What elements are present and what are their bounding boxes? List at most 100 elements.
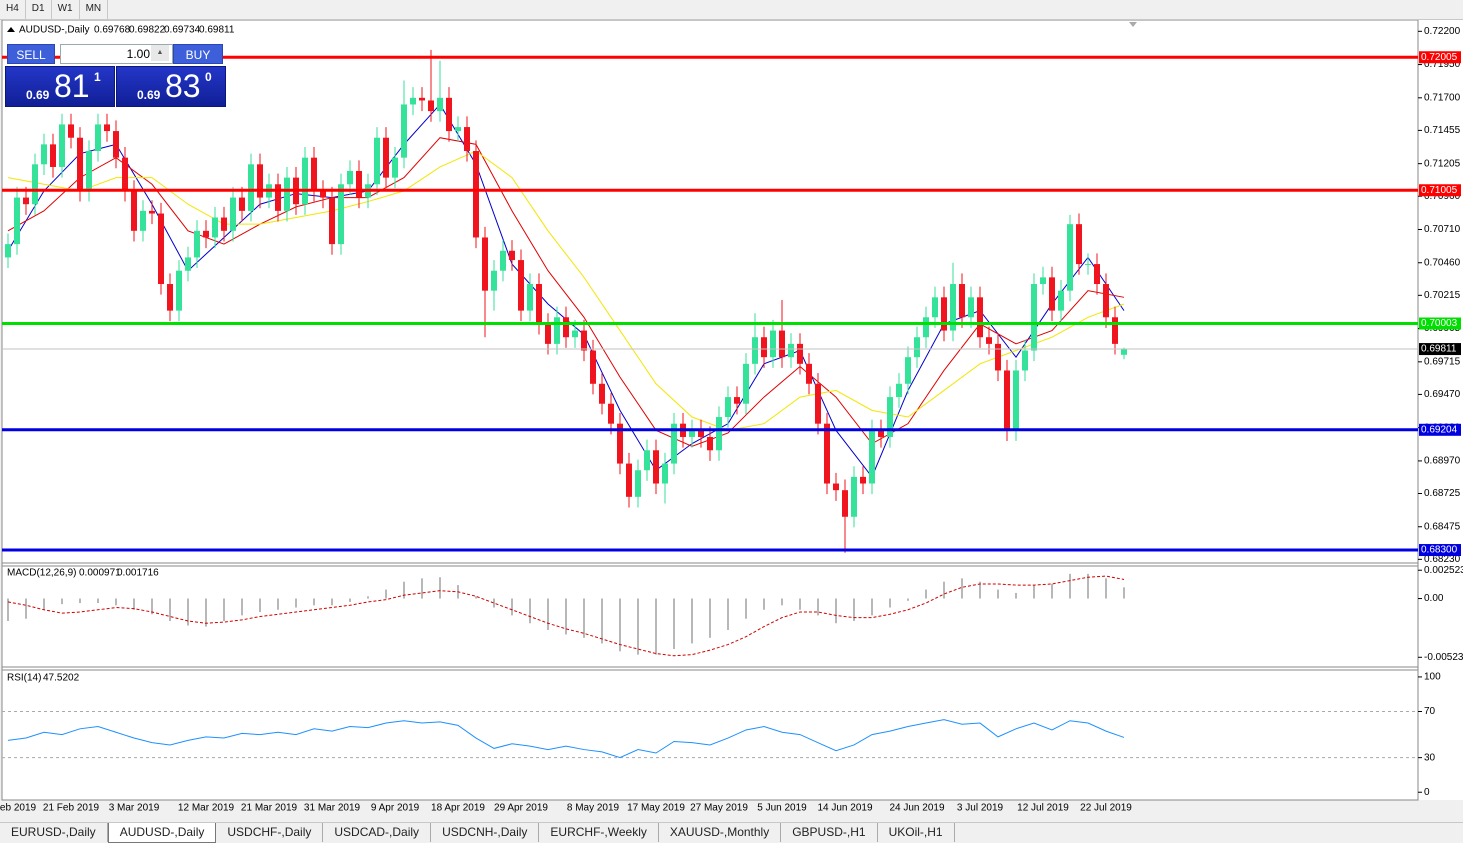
chart-tab[interactable]: EURCHF-,Weekly xyxy=(539,823,659,842)
x-tick-label: 21 Mar 2019 xyxy=(241,803,298,814)
candle-body xyxy=(320,190,326,198)
lot-increase[interactable]: ▲ xyxy=(151,45,169,61)
level-label: 0.72005 xyxy=(1421,52,1458,63)
candle-body xyxy=(743,363,749,404)
level-label: 0.71005 xyxy=(1421,185,1458,196)
macd-bar xyxy=(709,598,711,638)
lot-input[interactable]: 1.00 xyxy=(60,44,173,64)
candle-body xyxy=(545,323,551,344)
candle-body xyxy=(347,170,353,185)
ohlc-readout: 0.69822 xyxy=(129,25,166,36)
x-tick-label: 14 Jun 2019 xyxy=(817,803,872,814)
candle-body xyxy=(500,250,506,271)
candle-body xyxy=(284,177,290,211)
macd-bar xyxy=(547,598,549,630)
candle-body xyxy=(707,436,713,451)
candle-body xyxy=(509,250,515,261)
chart-tab[interactable]: USDCAD-,Daily xyxy=(323,823,432,842)
macd-bar xyxy=(61,598,63,605)
macd-bar xyxy=(115,598,117,606)
indicator-readout: 47.5202 xyxy=(43,673,80,684)
macd-bar xyxy=(997,589,999,599)
candle-body xyxy=(1004,370,1010,431)
candle-body xyxy=(617,423,623,464)
collapse-icon xyxy=(7,27,15,32)
macd-bar xyxy=(853,598,855,621)
ohlc-readout: 0.69768 xyxy=(94,25,131,36)
macd-bar xyxy=(1033,585,1035,599)
x-tick-label: 9 Apr 2019 xyxy=(371,803,420,814)
y-tick-label: 0.002523 xyxy=(1424,565,1463,576)
chart-tab[interactable]: AUDUSD-,Daily xyxy=(107,823,217,843)
candle-body xyxy=(167,284,173,311)
candle-body xyxy=(32,164,38,205)
candle-body xyxy=(149,210,155,214)
macd-bar xyxy=(493,598,495,608)
chart-tab[interactable]: GBPUSD-,H1 xyxy=(781,823,878,842)
candle-body xyxy=(689,430,695,437)
rsi-line xyxy=(7,719,1125,759)
y-tick-label: 30 xyxy=(1424,752,1436,763)
candle-body xyxy=(176,270,182,311)
candle-body xyxy=(734,397,740,404)
macd-bar xyxy=(421,578,423,599)
x-tick-label: 21 Feb 2019 xyxy=(43,803,100,814)
candle-body xyxy=(761,337,767,358)
candle-body xyxy=(383,137,389,178)
bid-quote[interactable]: 0.69 81 1 xyxy=(5,66,115,107)
chart-tab[interactable]: EURUSD-,Daily xyxy=(0,823,108,842)
ask-quote[interactable]: 0.69 83 0 xyxy=(116,66,226,107)
candle-body xyxy=(122,157,128,191)
candle-body xyxy=(824,423,830,484)
candle-body xyxy=(428,100,434,112)
macd-bar xyxy=(241,598,243,616)
macd-bar xyxy=(385,589,387,599)
chart-tab[interactable]: UKOil-,H1 xyxy=(878,823,955,842)
x-tick-label: 8 May 2019 xyxy=(567,803,620,814)
y-tick-label: 0.68970 xyxy=(1424,456,1461,467)
y-tick-label: 0.68725 xyxy=(1424,488,1461,499)
macd-bar xyxy=(475,596,477,599)
macd-bar xyxy=(331,598,333,606)
candle-body xyxy=(932,297,938,318)
candle-body xyxy=(671,423,677,464)
candle-body xyxy=(464,127,470,152)
candle-body xyxy=(248,164,254,211)
candle-body xyxy=(968,297,974,318)
macd-bar xyxy=(781,598,783,606)
candle-body xyxy=(275,184,281,211)
candle-body xyxy=(311,157,317,191)
timeframe-button[interactable]: W1 xyxy=(52,0,80,19)
y-tick-label: 0 xyxy=(1424,787,1430,798)
macd-bar xyxy=(745,598,747,619)
candle-body xyxy=(1094,264,1100,285)
sell-button[interactable]: SELL xyxy=(7,44,55,64)
y-tick-label: 0.69715 xyxy=(1424,356,1461,367)
candle-body xyxy=(230,197,236,231)
y-tick-label: 70 xyxy=(1424,706,1436,717)
candle-body xyxy=(356,170,362,198)
candle-body xyxy=(5,244,11,258)
timeframe-button[interactable]: H4 xyxy=(0,0,26,19)
y-tick-label: 0.68475 xyxy=(1424,521,1461,532)
moving-average xyxy=(7,150,1125,431)
timeframe-button[interactable]: D1 xyxy=(26,0,52,19)
x-tick-label: 12 Mar 2019 xyxy=(178,803,235,814)
macd-bar xyxy=(889,598,891,608)
chart-tab[interactable]: XAUUSD-,Monthly xyxy=(659,823,782,842)
candle-body xyxy=(158,213,164,285)
chart-tab[interactable]: USDCHF-,Daily xyxy=(216,823,324,842)
candle-body xyxy=(608,403,614,424)
chart-tab[interactable]: USDCNH-,Daily xyxy=(431,823,540,842)
buy-button[interactable]: BUY xyxy=(173,44,223,64)
candle-body xyxy=(1013,370,1019,431)
timeframe-button[interactable]: MN xyxy=(80,0,109,19)
timeframe-toolbar: H4 D1 W1 MN xyxy=(0,0,1463,20)
candle-body xyxy=(833,483,839,491)
y-tick-label: 0.70710 xyxy=(1424,224,1461,235)
candle-body xyxy=(788,343,794,358)
candle-body xyxy=(239,197,245,211)
candle-body xyxy=(23,197,29,205)
candle-body xyxy=(140,210,146,231)
